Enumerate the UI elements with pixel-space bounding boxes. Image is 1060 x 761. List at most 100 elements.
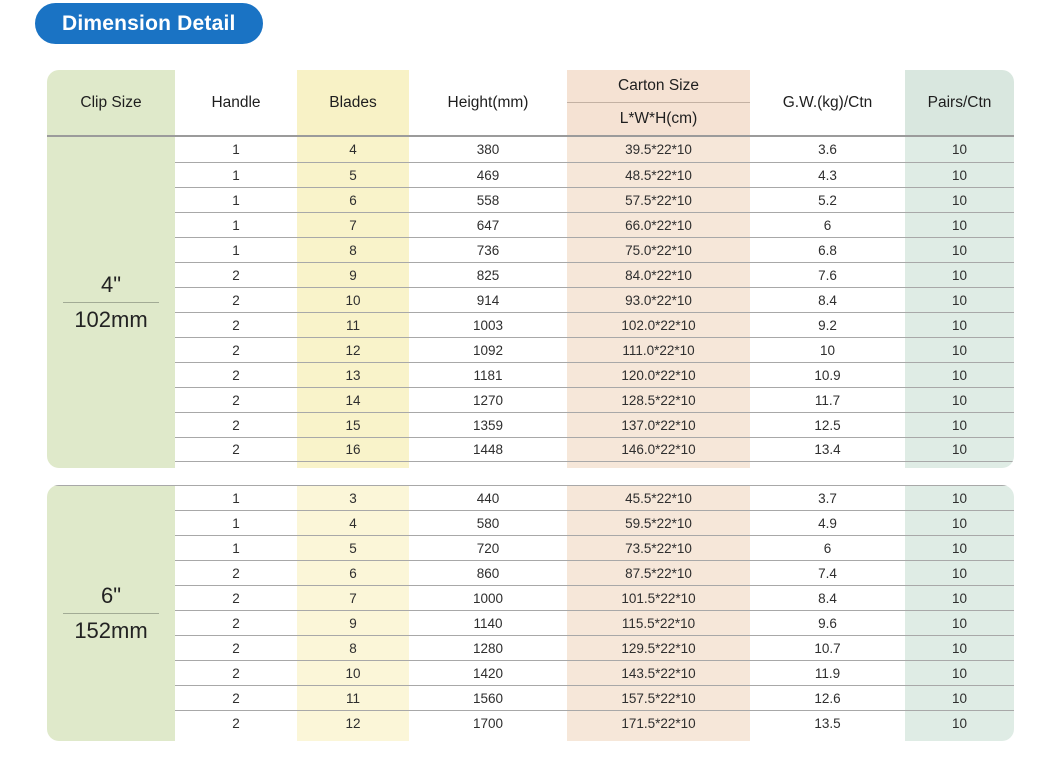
gross-weight-cell: 12.5	[750, 412, 905, 437]
carton-size-label: Carton Size	[567, 70, 750, 103]
height-cell: 1700	[409, 710, 567, 735]
carton-size-cell: 59.5*22*10	[567, 510, 750, 535]
table-section-6-inch: 6" 152mm 1 3 440 45.5*22*10 3.7 10 1 4 5…	[47, 485, 1014, 741]
handle-cell: 1	[175, 162, 297, 187]
blades-cell: 6	[297, 187, 409, 212]
clip-size-mm-label: 102mm	[74, 306, 148, 332]
height-cell: 1448	[409, 437, 567, 462]
blades-cell: 12	[297, 710, 409, 735]
col-header-gw: G.W.(kg)/Ctn	[782, 93, 873, 111]
blades-cell: 13	[297, 362, 409, 387]
carton-size-cell: 66.0*22*10	[567, 212, 750, 237]
pairs-cell: 10	[905, 137, 1014, 162]
blades-cell: 11	[297, 312, 409, 337]
pairs-cell: 10	[905, 312, 1014, 337]
carton-size-cell: 143.5*22*10	[567, 660, 750, 685]
gross-weight-cell: 8.4	[750, 585, 905, 610]
height-cell: 558	[409, 187, 567, 212]
handle-cell: 1	[175, 510, 297, 535]
pairs-cell: 10	[905, 585, 1014, 610]
height-cell: 1092	[409, 337, 567, 362]
gross-weight-cell: 3.6	[818, 142, 837, 157]
blades-cell: 10	[297, 660, 409, 685]
height-cell: 720	[409, 535, 567, 560]
height-cell: 1270	[409, 387, 567, 412]
gross-weight-cell: 6.8	[750, 237, 905, 262]
gross-weight-cell: 7.4	[750, 560, 905, 585]
handle-cell: 2	[175, 412, 297, 437]
handle-cell: 2	[175, 635, 297, 660]
pairs-band-end	[905, 735, 1014, 741]
blades-cell: 5	[297, 162, 409, 187]
blades-cell: 11	[297, 685, 409, 710]
blades-cell: 7	[297, 212, 409, 237]
carton-size-cell: 157.5*22*10	[567, 685, 750, 710]
dimension-table: Clip Size Handle Blades Height(mm) Carto…	[47, 70, 1014, 741]
blades-cell: 9	[297, 262, 409, 287]
gross-weight-cell: 13.5	[750, 710, 905, 735]
carton-size-cell: 101.5*22*10	[567, 585, 750, 610]
height-cell: 469	[409, 162, 567, 187]
blades-cell: 4	[297, 510, 409, 535]
table-section-4-inch: 4" 102mm 1 4 380 39.5*22*10 3.6 10 1 5 4…	[47, 137, 1014, 468]
carton-size-cell: 87.5*22*10	[567, 560, 750, 585]
handle-cell: 1	[175, 212, 297, 237]
clip-size-inch-label: 4"	[100, 272, 122, 298]
height-cell: 1000	[409, 585, 567, 610]
carton-size-cell: 102.0*22*10	[567, 312, 750, 337]
handle-cell: 1	[175, 485, 297, 510]
height-cell: 1140	[409, 610, 567, 635]
gross-weight-cell: 7.6	[750, 262, 905, 287]
carton-size-cell: 111.0*22*10	[567, 337, 750, 362]
gross-weight-cell: 9.2	[750, 312, 905, 337]
gross-weight-cell: 13.4	[750, 437, 905, 462]
gross-weight-cell: 5.2	[750, 187, 905, 212]
pairs-cell: 10	[905, 162, 1014, 187]
pairs-cell: 10	[905, 387, 1014, 412]
gross-weight-cell: 4.9	[750, 510, 905, 535]
height-cell: 1003	[409, 312, 567, 337]
col-header-height: Height(mm)	[447, 93, 529, 111]
carton-size-cell: 137.0*22*10	[567, 412, 750, 437]
height-cell: 1420	[409, 660, 567, 685]
col-header-carton-size: Carton Size L*W*H(cm)	[567, 70, 750, 135]
handle-cell: 1	[232, 142, 240, 157]
pairs-cell: 10	[905, 362, 1014, 387]
blades-cell: 12	[297, 337, 409, 362]
carton-size-sub-label: L*W*H(cm)	[619, 110, 698, 127]
height-cell: 1280	[409, 635, 567, 660]
carton-size-cell: 171.5*22*10	[567, 710, 750, 735]
pairs-cell: 10	[905, 710, 1014, 735]
handle-cell: 2	[175, 610, 297, 635]
clip-size-divider	[63, 301, 159, 303]
carton-size-cell: 48.5*22*10	[567, 162, 750, 187]
blades-cell: 6	[297, 560, 409, 585]
pairs-cell: 10	[905, 287, 1014, 312]
pairs-cell: 10	[905, 412, 1014, 437]
height-cell: 736	[409, 237, 567, 262]
blades-cell: 9	[297, 610, 409, 635]
col-header-clip-size: Clip Size	[47, 70, 175, 135]
handle-cell: 1	[175, 187, 297, 212]
height-cell: 580	[409, 510, 567, 535]
pairs-cell: 10	[905, 485, 1014, 510]
carton-band-end	[567, 735, 750, 741]
height-cell: 860	[409, 560, 567, 585]
gross-weight-cell: 4.3	[750, 162, 905, 187]
carton-size-cell: 45.5*22*10	[567, 485, 750, 510]
blades-cell: 8	[297, 635, 409, 660]
pairs-cell: 10	[905, 262, 1014, 287]
carton-size-cell: 93.0*22*10	[567, 287, 750, 312]
blades-cell: 8	[297, 237, 409, 262]
pairs-cell: 10	[905, 212, 1014, 237]
pairs-cell: 10	[905, 660, 1014, 685]
pairs-cell: 10	[905, 187, 1014, 212]
carton-size-cell: 75.0*22*10	[567, 237, 750, 262]
pairs-cell: 10	[905, 535, 1014, 560]
gross-weight-cell: 8.4	[750, 287, 905, 312]
blades-band-end	[297, 735, 409, 741]
gross-weight-cell: 11.9	[750, 660, 905, 685]
height-cell: 647	[409, 212, 567, 237]
handle-cell: 1	[175, 535, 297, 560]
